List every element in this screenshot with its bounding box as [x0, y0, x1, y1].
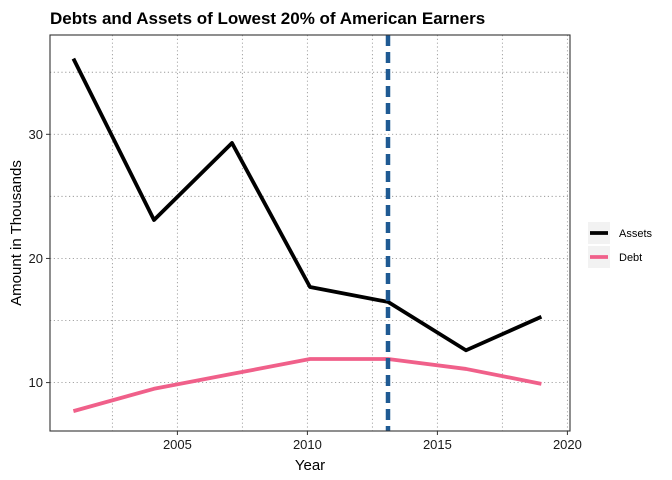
- y-tick-label: 20: [29, 251, 43, 266]
- x-tick-label: 2020: [553, 437, 582, 452]
- y-axis: 10 20 30: [29, 127, 50, 390]
- y-tick-label: 10: [29, 375, 43, 390]
- series-line-assets: [71, 57, 543, 353]
- legend-label-assets: Assets: [619, 228, 653, 240]
- x-tick-label: 2005: [163, 437, 192, 452]
- chart-title: Debts and Assets of Lowest 20% of Americ…: [50, 9, 485, 28]
- x-axis: 2005 2010 2015 2020: [163, 431, 582, 452]
- grid: [50, 35, 570, 431]
- x-tick-label: 2015: [423, 437, 452, 452]
- panel-border: [49, 34, 571, 432]
- y-tick-label: 30: [29, 127, 43, 142]
- legend: Assets Debt: [588, 222, 653, 268]
- x-axis-title: Year: [295, 457, 325, 474]
- legend-label-debt: Debt: [619, 252, 642, 264]
- y-axis-title: Amount in Thousands: [8, 160, 25, 306]
- x-tick-label: 2010: [293, 437, 322, 452]
